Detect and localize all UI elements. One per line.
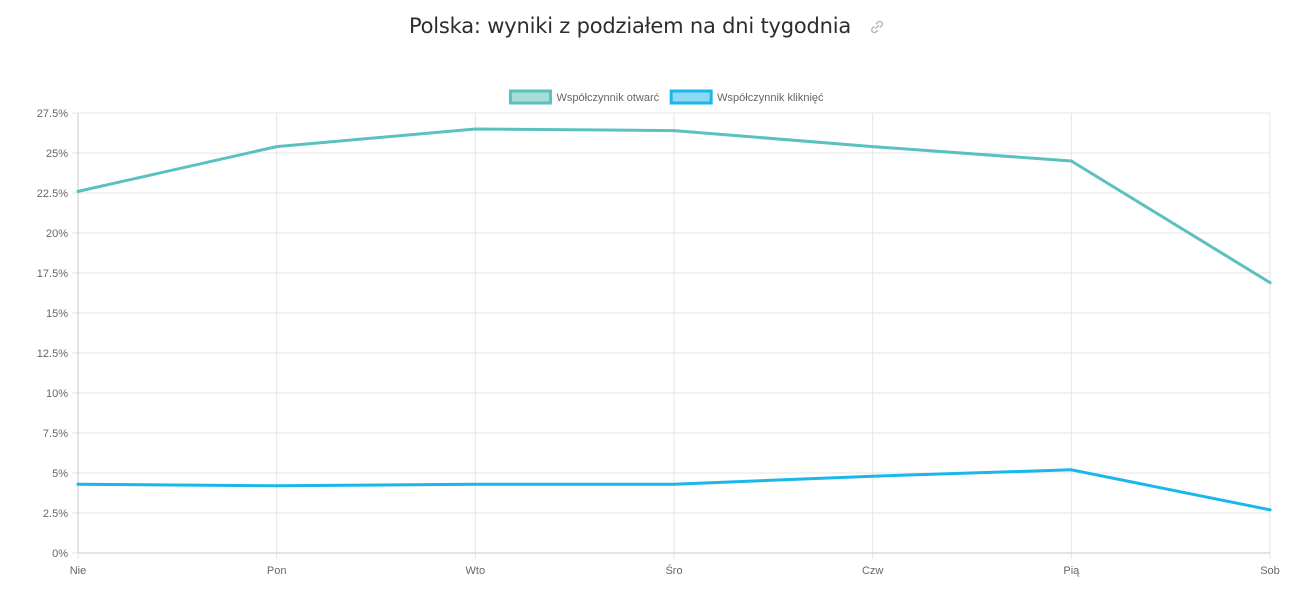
y-tick-label: 10% [46,388,68,400]
y-tick-label: 0% [52,548,68,560]
chart-legend: Współczynnik otwarć Współczynnik kliknięć [508,89,824,105]
y-tick-label: 7.5% [43,428,68,440]
y-tick-label: 27.5% [37,108,68,120]
legend-item: Współczynnik otwarć [508,89,660,105]
chart-header: Polska: wyniki z podziałem na dni tygodn… [0,10,1294,42]
data-point [672,482,676,486]
data-point [76,189,80,193]
data-point [1268,281,1272,285]
data-point [275,484,279,488]
data-point [76,482,80,486]
data-point [871,145,875,149]
x-tick-label: Sob [1260,565,1280,577]
data-point [473,482,477,486]
chart-grid [72,112,1271,559]
y-tick-label: 5% [52,468,68,480]
chart-series [76,127,1272,512]
x-tick-label: Pią [1063,565,1080,577]
data-point [871,474,875,478]
x-tick-label: Wto [466,565,486,577]
data-point [1069,468,1073,472]
legend-swatch [669,89,713,105]
x-tick-label: Śro [665,564,682,577]
data-point [1069,159,1073,163]
chart-axes: 0% 2.5% 5% 7.5% 10% 12.5% 15% 17.5% 20% 22.5% 25% 2… [37,108,1280,577]
y-tick-label: 20% [46,228,68,240]
x-tick-label: Czw [862,565,883,577]
y-tick-label: 25% [46,148,68,160]
chart-title: Polska: wyniki z podziałem na dni tygodn… [408,14,852,38]
data-point [1268,508,1272,512]
y-tick-label: 2.5% [43,508,68,520]
y-tick-label: 15% [46,308,68,320]
x-tick-label: Nie [70,565,87,577]
legend-item: Współczynnik kliknięć [669,89,824,105]
y-tick-label: 12.5% [37,348,68,360]
legend-label: Współczynnik otwarć [556,92,659,104]
data-point [672,129,676,133]
legend-swatch [508,89,552,105]
data-point [275,145,279,149]
link-icon[interactable] [869,19,885,35]
x-tick-label: Pon [267,565,287,577]
y-tick-label: 22.5% [37,188,68,200]
y-tick-label: 17.5% [37,268,68,280]
legend-label: Współczynnik kliknięć [717,92,824,104]
data-point [473,127,477,131]
